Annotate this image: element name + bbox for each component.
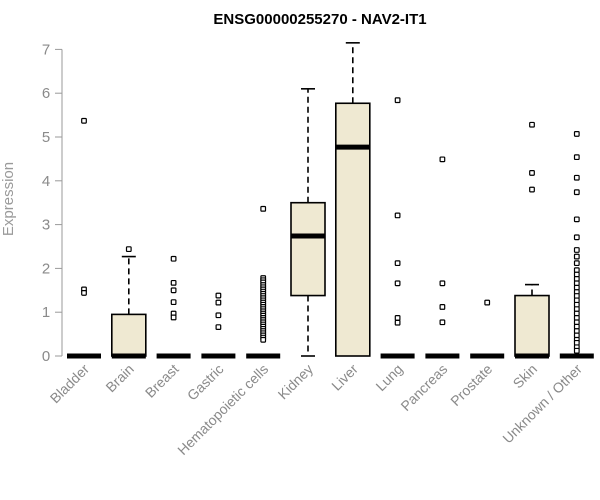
outlier-point <box>125 246 132 253</box>
outlier-point <box>260 205 267 212</box>
outlier-point <box>573 347 580 354</box>
outlier-point <box>439 319 446 326</box>
box-group <box>201 292 236 359</box>
outlier-point <box>573 247 580 253</box>
box-group <box>334 42 371 357</box>
outlier-point <box>439 280 446 287</box>
outlier-point <box>81 290 87 296</box>
outlier-point <box>573 234 580 241</box>
box-group <box>246 205 281 359</box>
outlier-point <box>439 304 446 310</box>
category-label: Skin <box>510 361 541 392</box>
outlier-point <box>529 121 535 128</box>
y-tick-label: 5 <box>42 129 50 146</box>
outlier-point <box>573 131 580 137</box>
box-group <box>380 97 415 359</box>
outlier-point <box>260 336 267 343</box>
y-tick-label: 6 <box>42 85 50 102</box>
box-group <box>559 131 594 359</box>
outlier-point <box>573 154 580 161</box>
box-group <box>425 156 460 359</box>
category-label: Unknown / Other <box>499 361 585 447</box>
category-label: Brain <box>102 361 136 395</box>
outlier-point <box>170 299 177 306</box>
category-label: Bladder <box>47 361 93 407</box>
box-iqr <box>290 201 326 297</box>
outlier-point <box>529 170 535 176</box>
outlier-point <box>170 279 177 286</box>
outlier-point <box>573 216 580 223</box>
category-label: Prostate <box>447 361 495 409</box>
category-label: Gastric <box>184 361 227 404</box>
outlier-point <box>215 312 222 319</box>
category-label: Kidney <box>275 361 317 403</box>
box-group <box>111 246 147 359</box>
box-iqr <box>111 313 147 357</box>
box-iqr <box>334 102 371 357</box>
outlier-point <box>215 299 222 306</box>
outlier-point <box>170 314 177 321</box>
y-tick-label: 1 <box>42 304 50 321</box>
outlier-point <box>170 255 177 262</box>
box-group <box>67 117 101 359</box>
outlier-point <box>215 292 222 299</box>
category-label: Lung <box>372 361 405 394</box>
outlier-point <box>529 186 535 193</box>
outlier-point <box>394 97 401 104</box>
outlier-point <box>394 280 401 287</box>
outlier-point <box>573 189 580 196</box>
outlier-point <box>573 174 580 181</box>
y-tick-label: 7 <box>42 41 50 58</box>
outlier-point <box>394 314 401 321</box>
chart-title: ENSG00000255270 - NAV2-IT1 <box>213 11 426 28</box>
box-iqr <box>514 294 550 357</box>
outlier-point <box>394 319 401 326</box>
axes: 0 1 2 3 4 5 6 7 <box>42 41 63 365</box>
y-tick-label: 0 <box>42 348 50 365</box>
plot-area <box>67 42 594 359</box>
outlier-point <box>573 253 580 260</box>
outlier-point <box>484 299 491 306</box>
box-group <box>514 121 550 359</box>
category-label: Liver <box>328 361 361 394</box>
y-tick-label: 2 <box>42 260 50 277</box>
box-group <box>156 255 191 359</box>
outlier-point <box>439 156 446 163</box>
category-label: Pancreas <box>397 361 450 414</box>
outlier-point <box>394 260 401 267</box>
category-label: Breast <box>142 361 182 401</box>
outlier-point <box>573 260 580 267</box>
box-group <box>470 299 505 359</box>
outlier-point <box>170 287 177 294</box>
y-tick-label: 4 <box>42 173 50 190</box>
outlier-point <box>215 324 222 330</box>
box-group <box>290 88 326 357</box>
outlier-point <box>81 117 87 124</box>
outlier-point <box>394 212 401 219</box>
y-tick-label: 3 <box>42 217 50 234</box>
y-axis-label: Expression <box>0 162 17 236</box>
